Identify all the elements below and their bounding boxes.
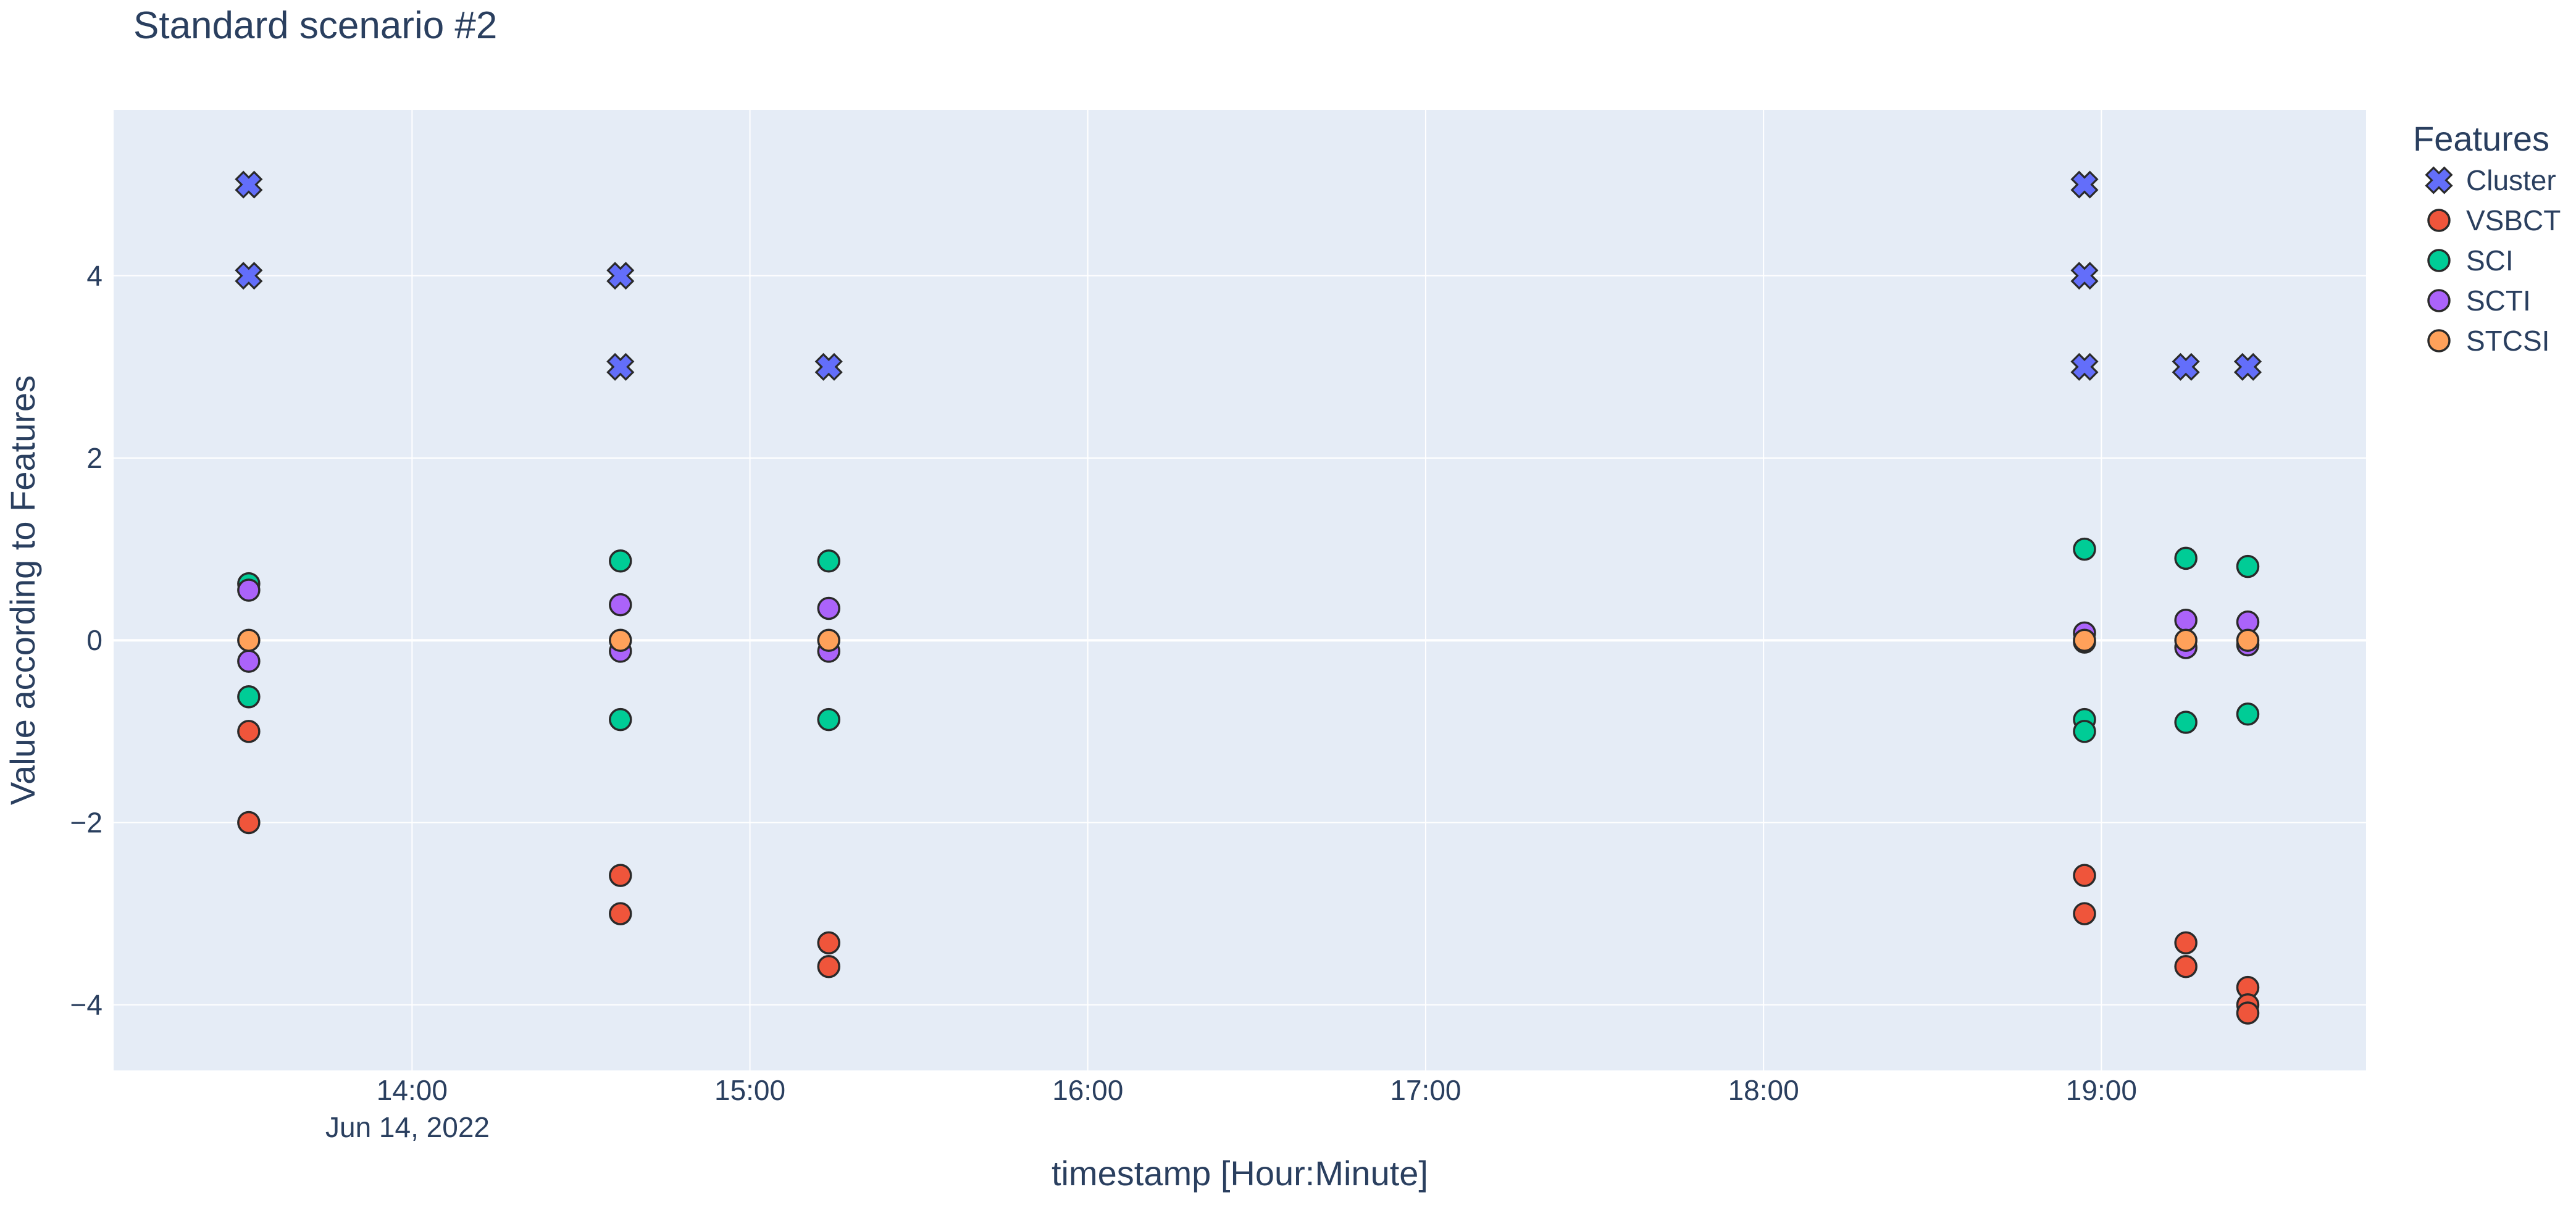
cluster-point bbox=[606, 262, 635, 290]
scti-point bbox=[817, 596, 840, 620]
cluster-point bbox=[235, 262, 263, 290]
y-tick-label: 4 bbox=[86, 260, 102, 292]
x-tick-label: 14:00 bbox=[377, 1074, 448, 1106]
chart-title: Standard scenario #2 bbox=[133, 4, 497, 47]
legend-vsbct-label: VSBCT bbox=[2466, 204, 2561, 236]
scti-point bbox=[237, 578, 261, 602]
scti-point bbox=[2174, 608, 2198, 632]
y-tick-label: −2 bbox=[70, 806, 102, 838]
legend-stcsi-marker bbox=[2427, 329, 2451, 352]
sci-point bbox=[2236, 703, 2260, 726]
vsbct-point bbox=[237, 720, 261, 743]
sci-point bbox=[817, 707, 840, 732]
cluster-point bbox=[2070, 170, 2099, 199]
legend-vsbct-marker bbox=[2427, 209, 2451, 232]
cluster-point bbox=[814, 352, 843, 381]
legend-cluster-label: Cluster bbox=[2466, 164, 2556, 196]
vsbct-point bbox=[817, 954, 840, 978]
vsbct-point bbox=[2073, 864, 2096, 887]
stcsi-point bbox=[2073, 628, 2096, 652]
vsbct-point bbox=[237, 811, 261, 835]
sci-point bbox=[2174, 546, 2198, 570]
x-axis-title: timestamp [Hour:Minute] bbox=[1052, 1154, 1428, 1193]
legend-sci-marker bbox=[2427, 249, 2451, 272]
x-tick-label: 19:00 bbox=[2066, 1074, 2137, 1106]
vsbct-point bbox=[817, 931, 840, 955]
sci-point bbox=[2174, 711, 2198, 734]
vsbct-point bbox=[2073, 902, 2096, 925]
x-tick-label: 15:00 bbox=[714, 1074, 785, 1106]
cluster-point bbox=[2172, 352, 2200, 381]
x-tick-label: 17:00 bbox=[1390, 1074, 1461, 1106]
sci-point bbox=[2236, 554, 2260, 578]
scti-point bbox=[609, 593, 632, 617]
x-tick-label: 16:00 bbox=[1052, 1074, 1123, 1106]
plot-area bbox=[114, 110, 2366, 1070]
cluster-point bbox=[2070, 262, 2099, 290]
cluster-point bbox=[2233, 352, 2262, 381]
sci-point bbox=[609, 707, 632, 732]
sci-point bbox=[2073, 720, 2096, 743]
vsbct-point bbox=[2236, 1001, 2260, 1025]
cluster-point bbox=[606, 352, 635, 381]
y-tick-label: 0 bbox=[86, 624, 102, 656]
vsbct-point bbox=[2174, 954, 2198, 978]
x-axis-date-label: Jun 14, 2022 bbox=[325, 1111, 490, 1143]
legend-scti-marker bbox=[2427, 289, 2451, 312]
legend: Features Cluster VSBCT SCI SCTI STCSI bbox=[2413, 119, 2561, 357]
stcsi-point bbox=[237, 628, 261, 652]
cluster-point bbox=[2070, 352, 2099, 381]
stcsi-point bbox=[817, 628, 840, 652]
legend-scti-label: SCTI bbox=[2466, 285, 2531, 317]
vsbct-point bbox=[609, 902, 632, 925]
sci-point bbox=[817, 549, 840, 573]
gridlines bbox=[114, 110, 2366, 1070]
sci-point bbox=[609, 549, 632, 573]
y-axis-title: Value according to Features bbox=[3, 375, 42, 805]
axis-ticks: 14:00 15:00 16:00 17:00 18:00 19:00 −4 −2 0 2 4 bbox=[70, 260, 2137, 1106]
legend-sci-label: SCI bbox=[2466, 244, 2514, 277]
y-tick-label: 2 bbox=[86, 442, 102, 474]
y-tick-label: −4 bbox=[70, 989, 102, 1021]
sci-point bbox=[237, 685, 261, 709]
stcsi-point bbox=[2174, 628, 2198, 652]
vsbct-point bbox=[609, 864, 632, 887]
stcsi-point bbox=[2236, 628, 2260, 652]
scti-point bbox=[237, 649, 261, 673]
vsbct-point bbox=[2174, 931, 2198, 955]
stcsi-point bbox=[609, 628, 632, 652]
data-markers bbox=[235, 170, 2262, 1025]
legend-cluster-marker bbox=[2425, 166, 2453, 194]
x-tick-label: 18:00 bbox=[1728, 1074, 1799, 1106]
sci-point bbox=[2073, 537, 2096, 561]
legend-stcsi-label: STCSI bbox=[2466, 325, 2549, 357]
cluster-point bbox=[235, 170, 263, 199]
legend-title: Features bbox=[2413, 119, 2549, 158]
